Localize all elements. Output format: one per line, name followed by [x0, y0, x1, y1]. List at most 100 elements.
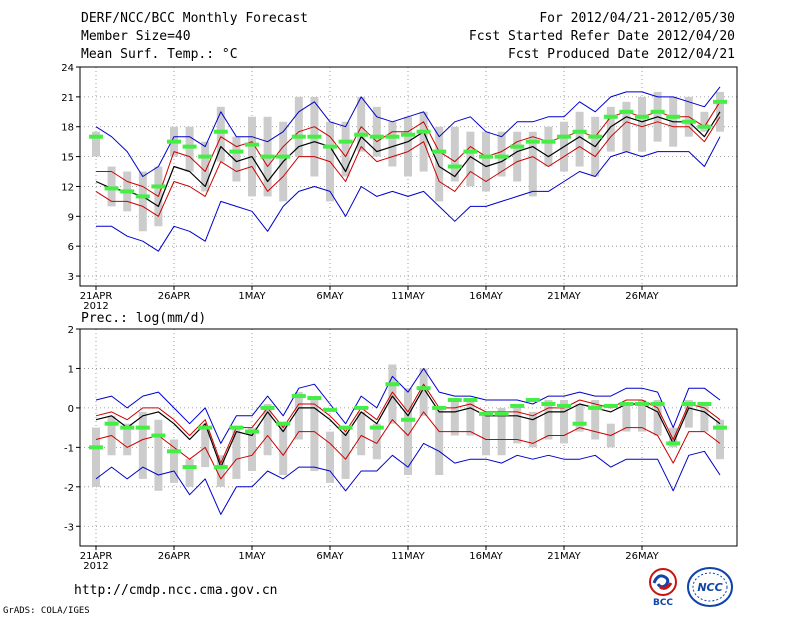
- prec-box-22: [435, 407, 444, 475]
- temp-median-14: [307, 134, 322, 139]
- prec-xtick-label-3: 6MAY: [316, 551, 344, 562]
- temp-box-22: [435, 126, 444, 202]
- prec-box-18: [372, 423, 381, 460]
- temp-ytick-label-7: 24: [61, 63, 74, 74]
- bcc-logo: BCC: [649, 568, 677, 607]
- prec-xtick-label-1: 26APR: [158, 551, 191, 562]
- prec-median-10: [245, 429, 259, 434]
- temp-median-30: [557, 134, 571, 139]
- prec-median-12: [276, 421, 291, 426]
- temp-median-9: [229, 149, 244, 154]
- temp-median-39: [697, 124, 712, 129]
- temp-box-9: [232, 136, 241, 182]
- prec-box-26: [497, 407, 506, 456]
- temp-median-0: [89, 134, 103, 139]
- fcst-produced-label: Fcst Produced Date 2012/04/21: [508, 47, 735, 62]
- prec-median-27: [510, 403, 525, 408]
- temp-median-6: [182, 144, 197, 149]
- temp-median-37: [666, 114, 681, 119]
- prec-ytick-label-0: -3: [64, 522, 74, 533]
- prec-box-5: [170, 439, 178, 483]
- prec-median-33: [603, 403, 618, 408]
- prec-box-39: [700, 403, 709, 432]
- temp-xtick-label-0: 21APR: [80, 291, 113, 302]
- prec-ytick-label-3: 0: [68, 404, 74, 415]
- prec-median-22: [432, 405, 447, 410]
- temp-median-2: [120, 189, 135, 194]
- prec-box-19: [388, 364, 397, 424]
- temp-xtick-label-3: 6MAY: [316, 291, 344, 302]
- temp-median-34: [619, 109, 634, 114]
- temp-median-5: [167, 139, 181, 144]
- fcst-started-label: Fcst Started Refer Date 2012/04/20: [468, 29, 735, 44]
- temp-median-8: [213, 129, 228, 134]
- prec-min-line: [95, 442, 721, 515]
- prec-box-15: [326, 431, 334, 483]
- prec-median-37: [666, 441, 681, 446]
- temp-ytick-label-3: 12: [61, 182, 74, 193]
- prec-box-10: [248, 427, 256, 472]
- prec-median-6: [182, 465, 197, 470]
- ncc-logo-inner-ring: [692, 572, 728, 602]
- prec-median-30: [557, 403, 571, 408]
- prec-median-19: [385, 382, 400, 387]
- prec-box-3: [138, 411, 147, 479]
- temp-xtick-sublabel-0: 2012: [83, 301, 108, 312]
- temp-xtick-label-1: 26APR: [158, 291, 191, 302]
- source-url[interactable]: http://cmdp.ncc.cma.gov.cn: [74, 583, 278, 598]
- temp-box-31: [575, 111, 584, 167]
- temp-median-17: [354, 132, 369, 137]
- temp-median-13: [291, 134, 306, 139]
- temp-median-15: [323, 144, 337, 149]
- prec-median-28: [525, 398, 540, 403]
- prec-box-20: [404, 388, 412, 475]
- temp-median-22: [432, 149, 447, 154]
- temp-median-3: [135, 194, 150, 199]
- prec-box-31: [575, 403, 584, 432]
- bcc-logo-swirl-red: [659, 582, 673, 590]
- temp-box-39: [700, 111, 709, 132]
- temp-median-32: [588, 134, 603, 139]
- temp-median-33: [603, 114, 618, 119]
- prec-box-24: [466, 400, 475, 436]
- prec-box-36: [653, 400, 662, 436]
- member-size-label: Member Size=40: [81, 29, 191, 44]
- temp-ytick-label-1: 6: [68, 242, 74, 253]
- temp-median-28: [525, 139, 540, 144]
- prec-box-28: [528, 411, 537, 448]
- prec-median-11: [260, 405, 275, 410]
- prec-median-16: [338, 425, 353, 430]
- prec-median-14: [307, 396, 322, 401]
- temp-box-19: [388, 121, 397, 167]
- temp-box-28: [528, 131, 537, 197]
- temp-box-8: [216, 106, 225, 162]
- temp-xtick-label-2: 1MAY: [238, 291, 266, 302]
- prec-ytick-label-2: -1: [64, 443, 74, 454]
- temp-box-24: [466, 131, 475, 187]
- temp-xtick-label-5: 16MAY: [469, 291, 503, 302]
- temp-box-26: [497, 131, 506, 177]
- temp-box-3: [138, 171, 147, 232]
- temp-box-17: [357, 96, 366, 152]
- temp-median-20: [401, 132, 415, 137]
- prec-box-29: [544, 400, 553, 440]
- temp-box-18: [372, 106, 381, 157]
- prec-median-20: [401, 417, 415, 422]
- temp-median-40: [713, 99, 727, 104]
- prec-box-9: [232, 427, 241, 479]
- prec-box-32: [591, 400, 600, 440]
- prec-box-35: [638, 400, 646, 432]
- temp-box-27: [513, 131, 522, 182]
- prec-median-25: [479, 411, 493, 416]
- temp-ytick-label-5: 18: [61, 123, 74, 134]
- temp-xtick-label-6: 21MAY: [547, 291, 581, 302]
- temp-median-38: [681, 119, 696, 124]
- prec-xtick-label-5: 16MAY: [469, 551, 503, 562]
- prec-median-34: [619, 401, 634, 406]
- temp-box-29: [544, 126, 553, 167]
- prec-box-14: [310, 396, 319, 472]
- prec-box-30: [560, 400, 568, 444]
- ncc-logo: NCC: [687, 567, 733, 607]
- temp-mean-line: [95, 111, 721, 207]
